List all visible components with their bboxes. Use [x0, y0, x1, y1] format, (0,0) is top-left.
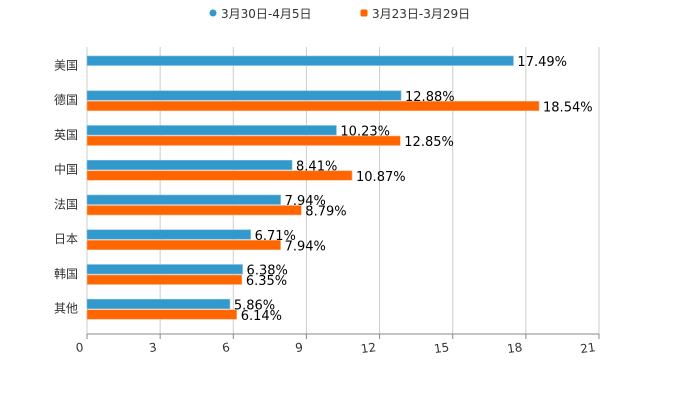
x-tick-label: 21: [579, 340, 596, 356]
data-label: 5.86%: [234, 298, 275, 313]
category-label: 日本: [54, 232, 78, 246]
bar-current-week: [86, 159, 293, 171]
legend-marker-current-week: [209, 9, 217, 17]
data-label: 18.54%: [543, 100, 593, 115]
category-label: 美国: [54, 58, 78, 72]
bar-previous-week: [86, 170, 353, 181]
category-label: 韩国: [54, 266, 78, 281]
bar-current-week: [86, 55, 514, 66]
bar-previous-week: [86, 239, 281, 251]
x-tick-label: 9: [294, 340, 304, 355]
bar-current-week: [86, 229, 251, 240]
x-tick-label: 15: [433, 340, 450, 356]
bar-previous-week: [86, 274, 243, 285]
data-label: 17.49%: [517, 55, 567, 70]
category-label: 其他: [54, 302, 78, 316]
data-label: 6.35%: [246, 274, 287, 289]
x-tick-label: 12: [360, 340, 377, 356]
data-label: 12.85%: [404, 135, 454, 150]
category-label: 法国: [54, 197, 78, 211]
bar-current-week: [86, 298, 231, 310]
data-label: 6.14%: [241, 309, 282, 324]
bar-current-week: [86, 90, 402, 101]
bar-current-week: [86, 194, 281, 205]
data-label: 7.94%: [285, 239, 326, 254]
data-label: 6.38%: [247, 264, 288, 279]
data-label: 8.79%: [305, 205, 346, 220]
bar-previous-week: [86, 205, 302, 216]
legend-marker-previous-week: [360, 9, 368, 17]
legend-label: 3月23日-3月29日: [372, 7, 470, 21]
x-tick-label: 6: [221, 340, 231, 355]
category-label: 德国: [54, 92, 78, 107]
bar-previous-week: [86, 135, 401, 146]
category-label: 中国: [54, 162, 78, 177]
x-tick-label: 18: [506, 340, 523, 356]
category-label: 英国: [54, 128, 78, 142]
bar-current-week: [86, 264, 243, 275]
bar-previous-week: [86, 309, 237, 320]
x-tick-label: 0: [75, 340, 85, 355]
bar-current-week: [86, 125, 337, 136]
x-tick-label: 3: [148, 340, 158, 355]
bar-previous-week: [86, 100, 540, 112]
data-label: 10.87%: [356, 170, 406, 185]
legend-label: 3月30日-4月5日: [221, 7, 312, 21]
